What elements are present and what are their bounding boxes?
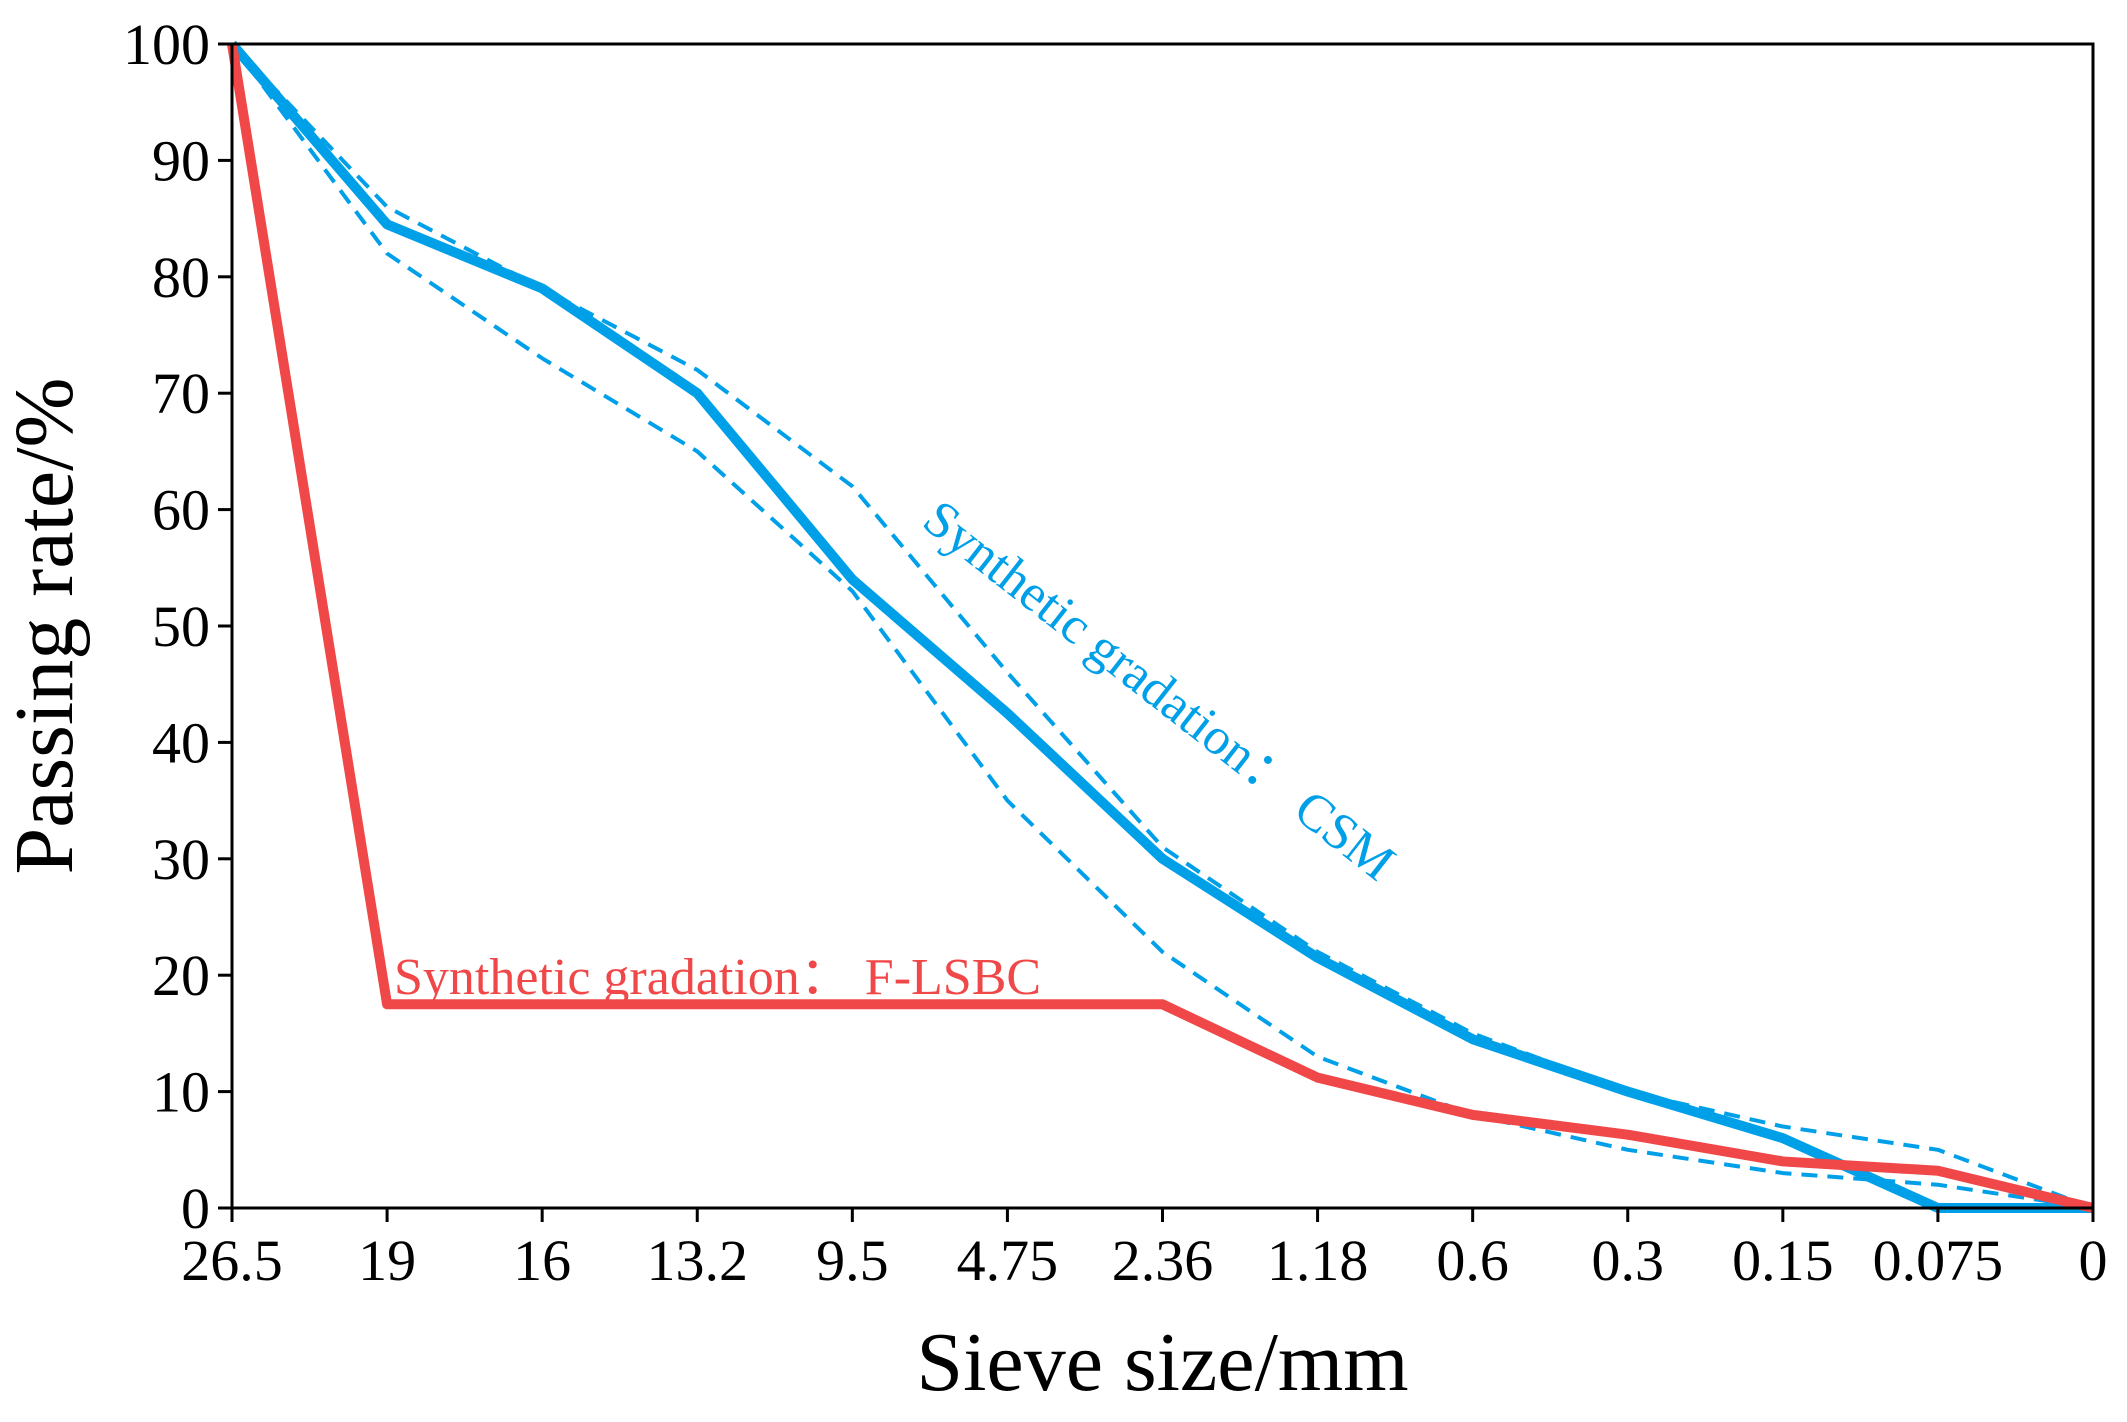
y-tick-label: 30: [152, 827, 210, 892]
y-tick-label: 60: [152, 478, 210, 543]
y-tick-label: 20: [152, 943, 210, 1008]
y-tick-label: 70: [152, 361, 210, 426]
flsbc-series-annotation: Synthetic gradation： F-LSBC: [394, 949, 1041, 1006]
x-tick-label: 0.3: [1592, 1228, 1665, 1293]
series-line-3: [227, 43, 2095, 1213]
y-tick-label: 50: [152, 594, 210, 659]
x-axis-title: Sieve size/mm: [916, 1316, 1408, 1409]
x-tick-label: 13.2: [647, 1228, 749, 1293]
x-tick-label: 0.15: [1732, 1228, 1834, 1293]
y-tick-label: 0: [181, 1176, 210, 1241]
series-layer: [227, 40, 2095, 1213]
y-tick-label: 40: [152, 710, 210, 775]
x-tick-label: 9.5: [816, 1228, 889, 1293]
x-tick-label: 26.5: [181, 1228, 283, 1293]
x-tick-label: 16: [513, 1228, 571, 1293]
x-tick-label: 0.075: [1873, 1228, 2004, 1293]
x-tick-label: 0: [2079, 1228, 2108, 1293]
y-tick-label: 100: [123, 12, 210, 77]
x-tick-label: 0.6: [1436, 1228, 1509, 1293]
series-line-1: [230, 42, 2094, 1210]
x-tick-label: 4.75: [957, 1228, 1059, 1293]
x-tick-label: 19: [358, 1228, 416, 1293]
y-tick-label: 80: [152, 245, 210, 310]
axis-ticks: [218, 42, 2095, 1222]
x-tick-label: 2.36: [1112, 1228, 1214, 1293]
x-tick-label: 1.18: [1267, 1228, 1369, 1293]
plot-frame: [230, 42, 2095, 1210]
axis-tick-labels: 26.5 19 16 13.2 9.5 4.75 2.36 1.18 0.6 0.3 0.15 0.0…: [123, 12, 2108, 1293]
y-tick-label: 10: [152, 1060, 210, 1125]
y-tick-label: 90: [152, 128, 210, 193]
series-line-0: [228, 40, 2093, 1213]
series-line-2: [230, 42, 2094, 1210]
y-axis-title: Passing rate/%: [0, 378, 91, 875]
